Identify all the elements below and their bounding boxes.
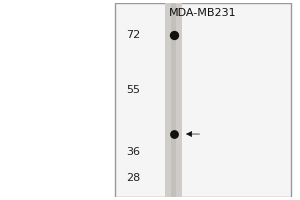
Text: MDA-MB231: MDA-MB231 bbox=[169, 8, 237, 18]
Bar bbox=[115, 3, 291, 197]
Bar bbox=[166, 3, 182, 197]
Point bbox=[171, 34, 176, 37]
Text: 72: 72 bbox=[126, 30, 141, 40]
Text: 55: 55 bbox=[126, 85, 140, 95]
Bar bbox=[171, 3, 176, 197]
Point bbox=[171, 132, 176, 136]
Text: 36: 36 bbox=[126, 147, 140, 157]
Text: 28: 28 bbox=[126, 173, 141, 183]
